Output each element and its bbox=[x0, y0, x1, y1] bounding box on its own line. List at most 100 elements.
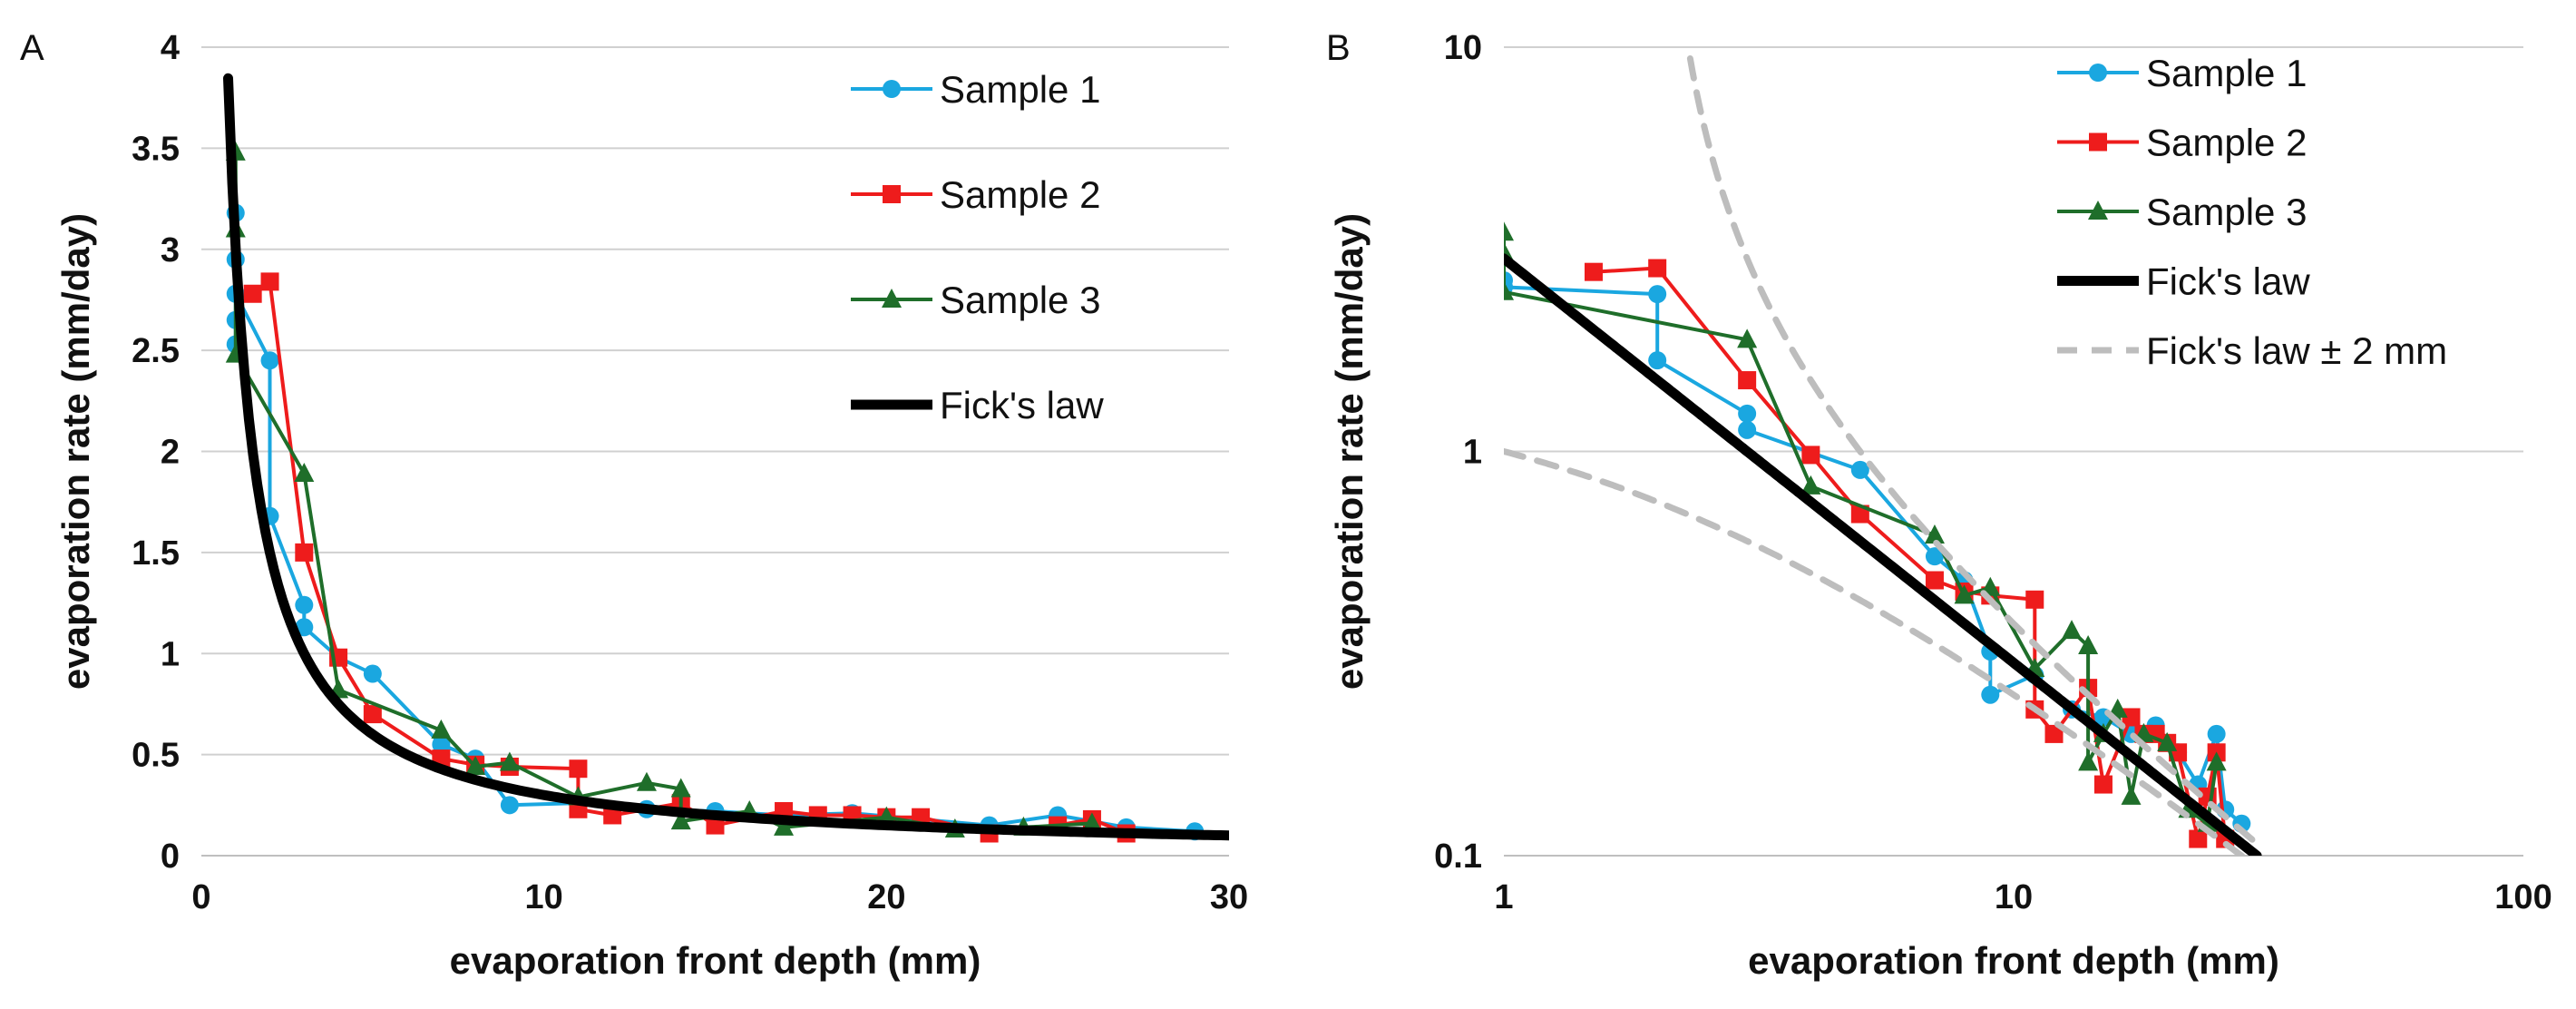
y-tick-label: 1 bbox=[161, 635, 180, 673]
legend-marker-sample-3 bbox=[882, 289, 902, 308]
sample-2-point bbox=[706, 816, 725, 835]
y-axis-title: evaporation rate (mm/day) bbox=[54, 213, 97, 690]
fick-s-law-line bbox=[223, 73, 1229, 841]
sample-3-point bbox=[1737, 328, 1758, 348]
sample-1-point bbox=[295, 618, 314, 637]
sample-1-point bbox=[295, 595, 314, 614]
x-tick-label: 0 bbox=[191, 878, 210, 916]
x-tick-label: 100 bbox=[2494, 878, 2552, 916]
sample-3-point bbox=[2062, 620, 2083, 640]
y-tick-label: 4 bbox=[161, 29, 180, 67]
sample-3-point bbox=[2078, 635, 2099, 655]
sample-3-point bbox=[2206, 751, 2227, 771]
x-tick-label: 1 bbox=[1494, 878, 1513, 916]
x-tick-label: 20 bbox=[867, 878, 905, 916]
sample-3-point bbox=[1504, 280, 1514, 300]
sample-3-line bbox=[233, 152, 1093, 831]
sample-2-point bbox=[1801, 446, 1820, 465]
y-tick-label: 0 bbox=[161, 838, 180, 876]
sample-2-point bbox=[2122, 708, 2141, 727]
sample-2-point bbox=[1738, 371, 1757, 390]
sample-1-point bbox=[363, 664, 382, 683]
sample-1-point bbox=[1981, 685, 2000, 704]
legend: Sample 1 Sample 2 Sample 3 Fick's law Fick's… bbox=[2057, 52, 2447, 372]
sample-1-point bbox=[1738, 420, 1757, 439]
sample-1-point bbox=[1738, 404, 1757, 423]
sample-1-point bbox=[500, 796, 519, 815]
sample-1-point bbox=[1850, 460, 1869, 479]
y-tick-label: 10 bbox=[1444, 29, 1482, 67]
fick-upper-bound-line bbox=[1686, 55, 2260, 847]
sample-1-point bbox=[1648, 285, 1667, 304]
sample-2-point bbox=[2189, 829, 2208, 848]
y-tick-label: 1 bbox=[1463, 434, 1482, 472]
sample-1-point bbox=[432, 735, 451, 754]
sample-3-point bbox=[2157, 731, 2178, 751]
sample-3-point bbox=[1800, 475, 1821, 495]
legend-label-fick-s-law: Fick's law bbox=[2146, 260, 2310, 303]
sample-3-point bbox=[431, 719, 452, 739]
fick-s-law-line bbox=[1504, 253, 2262, 856]
y-tick-label: 2 bbox=[161, 434, 180, 472]
sample-3-point bbox=[774, 816, 795, 836]
sample-2-point bbox=[363, 705, 382, 724]
x-axis-title: evaporation front depth (mm) bbox=[1748, 939, 2279, 982]
sample-2-point bbox=[260, 272, 279, 291]
legend-label-sample-2: Sample 2 bbox=[2146, 122, 2307, 164]
legend-marker-sample-1 bbox=[2089, 64, 2107, 82]
legend-marker-sample-3 bbox=[2088, 201, 2108, 220]
legend-marker-sample-1 bbox=[883, 80, 901, 98]
sample-3-point bbox=[294, 463, 315, 483]
legend-label-sample-1: Sample 1 bbox=[2146, 52, 2307, 94]
sample-2-point bbox=[1925, 571, 1944, 590]
sample-2-point bbox=[1648, 259, 1667, 278]
sample-2-point bbox=[2093, 775, 2113, 794]
panel-b-chart: B 0.1 1 10 1 10 100 evaporation front depth (mm… bbox=[1326, 28, 2552, 982]
y-tick-label: 0.1 bbox=[1434, 838, 1482, 876]
sample-2-point bbox=[2025, 590, 2044, 609]
sample-3-point bbox=[670, 778, 691, 798]
y-tick-label: 0.5 bbox=[132, 737, 180, 775]
sample-1-point bbox=[1648, 351, 1667, 370]
sample-2-line bbox=[251, 279, 1127, 836]
plot-area bbox=[223, 73, 1229, 843]
x-tick-label: 10 bbox=[1995, 878, 2033, 916]
legend-label-fick-s-law: Fick's law bbox=[940, 384, 1104, 426]
legend: Sample 1 Sample 2 Sample 3 Fick's law bbox=[851, 68, 1104, 426]
sample-3-point bbox=[636, 771, 657, 791]
y-tick-label: 1.5 bbox=[132, 534, 180, 573]
x-tick-label: 10 bbox=[525, 878, 563, 916]
legend-label-sample-3: Sample 3 bbox=[940, 279, 1100, 321]
sample-3-point bbox=[1954, 584, 1975, 604]
y-axis-title: evaporation rate (mm/day) bbox=[1328, 213, 1371, 690]
sample-3-point bbox=[1924, 524, 1945, 544]
x-axis-title: evaporation front depth (mm) bbox=[450, 939, 981, 982]
sample-3-point bbox=[2078, 751, 2099, 771]
legend-label-fick-s-law-2-mm: Fick's law ± 2 mm bbox=[2146, 329, 2447, 372]
sample-3-point bbox=[2107, 698, 2128, 718]
sample-2-point bbox=[243, 284, 262, 303]
plot-area bbox=[1504, 55, 2262, 856]
sample-3-point bbox=[465, 755, 486, 775]
legend-marker-sample-2 bbox=[883, 185, 901, 203]
sample-1-point bbox=[1925, 547, 1944, 566]
legend-marker-sample-2 bbox=[2089, 132, 2107, 152]
y-tick-label: 3.5 bbox=[132, 130, 180, 168]
sample-2-point bbox=[1584, 262, 1603, 281]
sample-2-point bbox=[295, 543, 314, 562]
y-tick-label: 3 bbox=[161, 231, 180, 269]
legend-label-sample-2: Sample 2 bbox=[940, 173, 1100, 216]
sample-3-point bbox=[1081, 812, 1102, 832]
sample-1-point bbox=[260, 351, 279, 370]
legend-label-sample-1: Sample 1 bbox=[940, 68, 1100, 111]
panel-label: B bbox=[1326, 28, 1351, 68]
sample-3-point bbox=[670, 810, 691, 830]
sample-3-point bbox=[499, 751, 520, 771]
sample-3-point bbox=[2121, 785, 2142, 805]
x-tick-label: 30 bbox=[1210, 878, 1248, 916]
panel-label: A bbox=[20, 28, 44, 68]
sample-3-point bbox=[1504, 221, 1514, 241]
sample-2-point bbox=[569, 759, 588, 779]
sample-1-point bbox=[2207, 724, 2226, 743]
